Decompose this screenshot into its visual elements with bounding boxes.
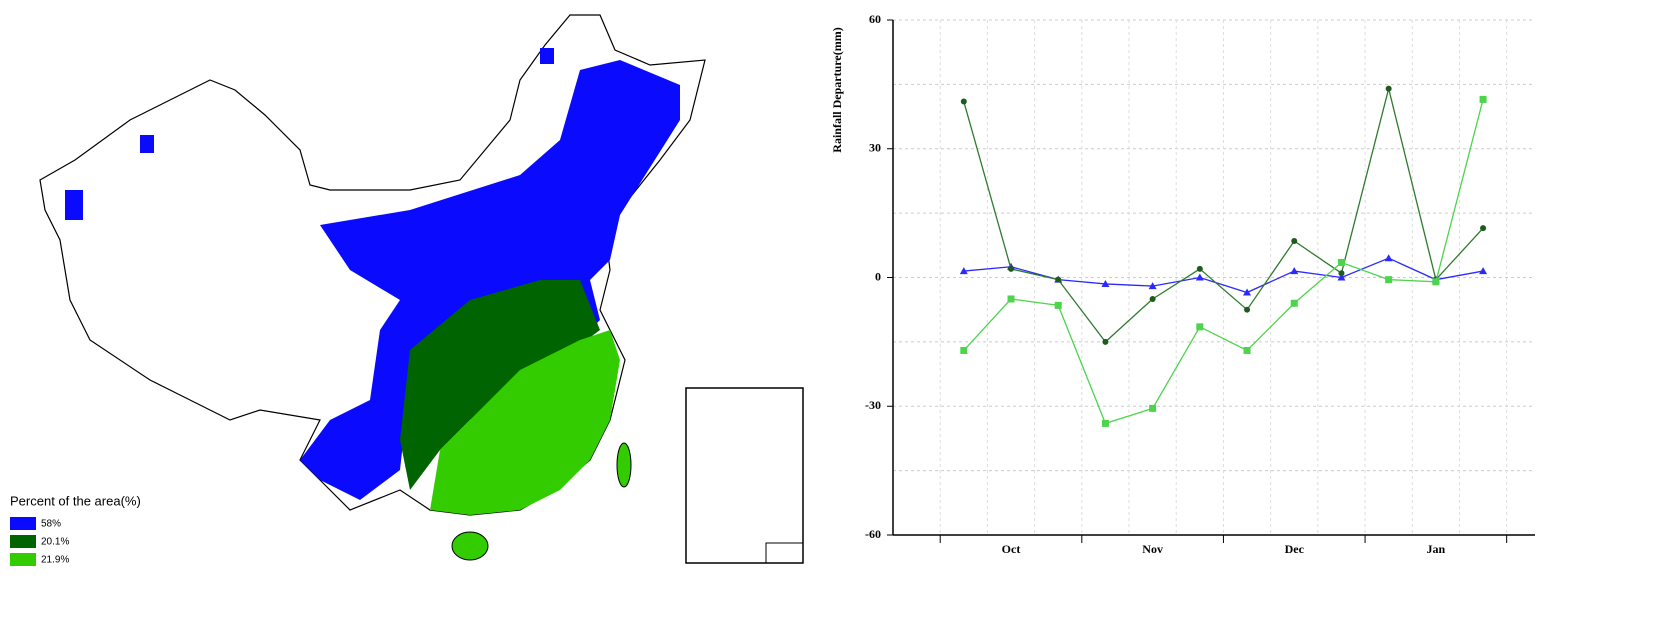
region-light-green bbox=[430, 330, 620, 515]
point bbox=[1384, 254, 1393, 262]
blob bbox=[540, 48, 554, 64]
blob bbox=[65, 190, 83, 220]
y-tick-label: -30 bbox=[865, 398, 881, 412]
y-axis-label: Rainfall Departure(mm) bbox=[830, 27, 844, 152]
point bbox=[1432, 278, 1440, 286]
legend-swatch bbox=[10, 553, 36, 566]
point bbox=[1008, 265, 1015, 272]
point bbox=[1101, 279, 1110, 287]
point bbox=[1243, 346, 1251, 354]
point bbox=[1290, 299, 1298, 307]
y-tick-label: 60 bbox=[869, 12, 881, 26]
blob bbox=[140, 135, 154, 153]
point bbox=[1337, 258, 1345, 266]
point bbox=[960, 346, 968, 354]
legend-swatch bbox=[10, 535, 36, 548]
legend-label: 58% bbox=[41, 519, 61, 530]
point bbox=[1480, 225, 1487, 232]
point bbox=[1479, 95, 1487, 103]
point bbox=[1338, 270, 1345, 277]
y-tick-label: -60 bbox=[865, 527, 881, 541]
point bbox=[1244, 306, 1251, 313]
x-tick-label: Nov bbox=[1142, 542, 1163, 556]
legend-label: 20.1% bbox=[41, 537, 69, 548]
point bbox=[1102, 338, 1109, 345]
island bbox=[451, 531, 489, 561]
point bbox=[1385, 85, 1392, 92]
point bbox=[1054, 301, 1062, 309]
point bbox=[1291, 238, 1298, 245]
map-legend: Percent of the area(%) bbox=[10, 493, 141, 508]
point bbox=[1337, 273, 1346, 281]
point bbox=[1148, 282, 1157, 290]
point bbox=[1149, 295, 1156, 302]
y-tick-label: 30 bbox=[869, 141, 881, 155]
x-tick-label: Oct bbox=[1002, 542, 1021, 556]
point bbox=[1196, 265, 1203, 272]
point bbox=[1479, 267, 1488, 275]
series-line bbox=[963, 88, 1484, 343]
region-dark-green bbox=[400, 280, 600, 490]
map bbox=[39, 14, 804, 564]
point bbox=[960, 98, 967, 105]
inset-frame bbox=[685, 387, 804, 564]
island bbox=[616, 442, 632, 488]
y-tick-label: 0 bbox=[875, 269, 881, 283]
legend-title: Percent of the area(%) bbox=[10, 493, 141, 508]
point bbox=[1385, 276, 1393, 284]
point bbox=[1196, 323, 1204, 331]
point bbox=[1101, 419, 1109, 427]
point bbox=[1149, 404, 1157, 412]
legend-label: 21.9% bbox=[41, 555, 69, 566]
x-tick-label: Dec bbox=[1285, 542, 1305, 556]
point bbox=[959, 267, 968, 275]
point bbox=[1243, 288, 1252, 296]
point bbox=[1195, 273, 1204, 281]
series-line bbox=[963, 99, 1484, 425]
point bbox=[1290, 267, 1299, 275]
point bbox=[1055, 276, 1062, 283]
region-blue bbox=[300, 60, 680, 500]
point bbox=[1007, 295, 1015, 303]
inset-sub bbox=[765, 542, 804, 564]
x-tick-label: Jan bbox=[1427, 542, 1446, 556]
legend-swatch bbox=[10, 517, 36, 530]
